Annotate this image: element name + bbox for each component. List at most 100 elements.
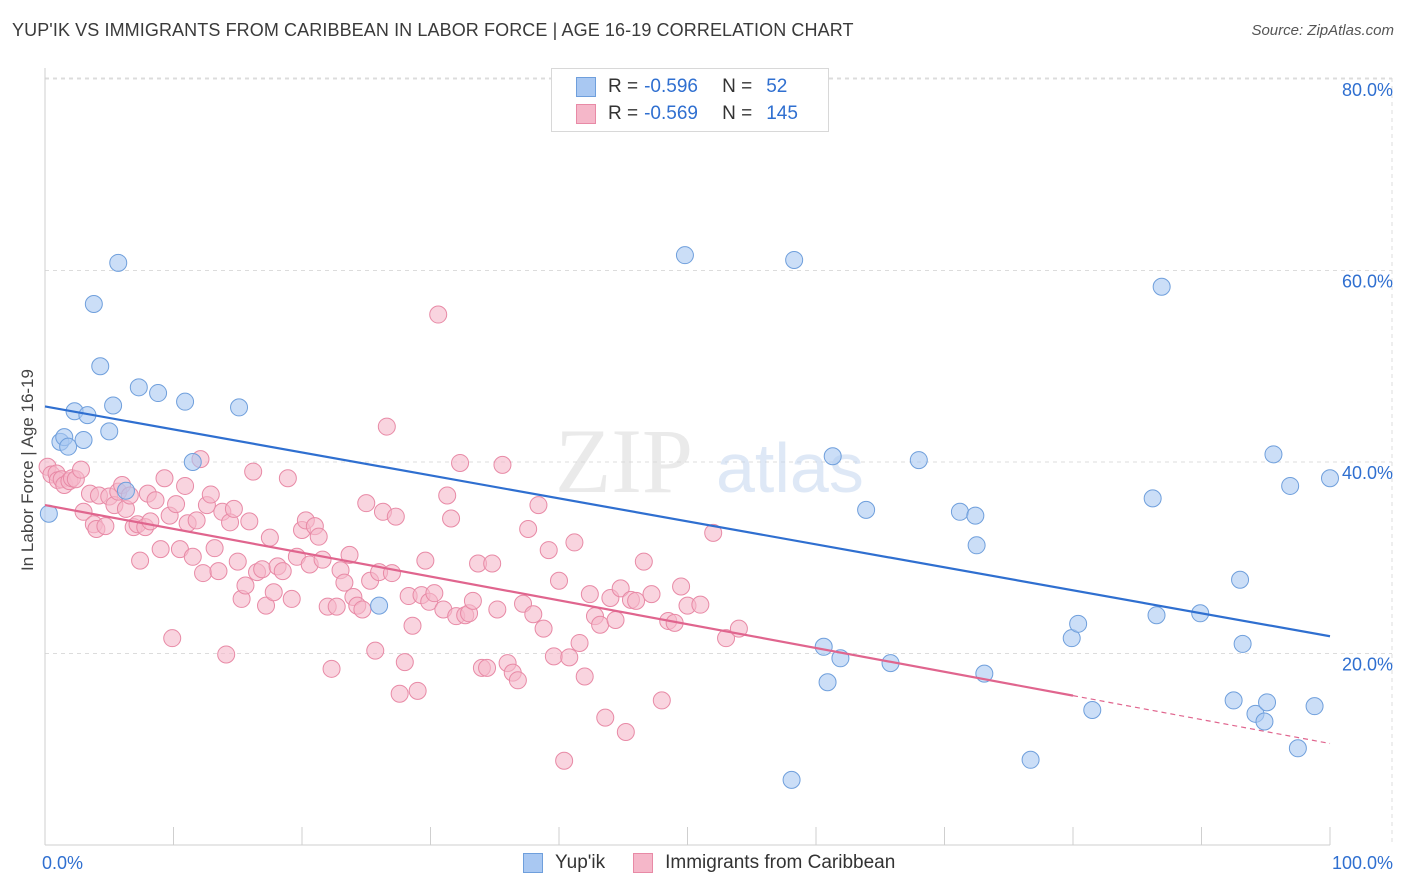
yupik-point: [91, 357, 110, 376]
caribbean-point: [260, 528, 279, 547]
yupik-point: [818, 673, 837, 692]
caribbean-point: [244, 462, 263, 481]
caribbean-point: [691, 595, 710, 614]
caribbean-point: [550, 571, 568, 590]
caribbean-point: [519, 520, 538, 539]
yupik-point: [230, 398, 249, 417]
caribbean-point: [451, 453, 470, 472]
legend-n-value: 145: [766, 103, 798, 124]
yupik-point: [1224, 691, 1243, 710]
caribbean-point: [488, 600, 507, 619]
yupik-point: [1143, 489, 1162, 508]
caribbean-point: [228, 552, 247, 571]
caribbean-point: [366, 641, 385, 660]
caribbean-point: [580, 585, 599, 604]
yupik-point: [74, 430, 93, 449]
caribbean-point: [273, 562, 292, 581]
caribbean-point: [327, 597, 346, 616]
yupik-point: [785, 250, 804, 269]
caribbean-point: [403, 616, 422, 635]
yupik-point: [967, 536, 986, 555]
caribbean-point: [611, 579, 630, 598]
caribbean-point: [141, 512, 160, 531]
caribbean-point: [205, 539, 224, 558]
caribbean-point: [575, 667, 594, 686]
caribbean-point: [390, 684, 409, 703]
yupik-point: [1258, 693, 1277, 712]
series-yupik-points: [39, 246, 1339, 789]
legend-label-yupik: Yup'ik: [555, 852, 606, 873]
caribbean-trend-line: [44, 504, 1074, 697]
caribbean-point: [194, 564, 213, 583]
yupik-point: [84, 295, 103, 314]
caribbean-point: [309, 527, 328, 546]
caribbean-point: [642, 585, 661, 604]
yupik-point: [1321, 469, 1339, 488]
caribbean-point: [717, 629, 736, 648]
caribbean-point: [438, 486, 457, 505]
yupik-point: [1255, 712, 1274, 731]
caribbean-point: [335, 573, 354, 592]
caribbean-point: [529, 496, 548, 515]
yupik-point: [782, 770, 801, 789]
series-legend: Yup'ik Immigrants from Caribbean: [523, 852, 923, 874]
caribbean-point: [429, 305, 448, 324]
caribbean-point: [278, 469, 297, 488]
caribbean-point: [377, 417, 396, 436]
yupik-point: [109, 253, 128, 272]
axes: [44, 68, 1331, 846]
yupik-point: [814, 637, 833, 656]
caribbean-point: [672, 577, 691, 596]
caribbean-point: [176, 476, 195, 495]
yupik-point: [1152, 277, 1171, 296]
caribbean-point: [146, 491, 165, 510]
caribbean-point: [478, 658, 497, 677]
yupik-point: [1281, 476, 1300, 495]
legend-row-yupik: R = -0.596 N = 52: [576, 74, 787, 100]
caribbean-point: [652, 691, 671, 710]
yupik-point: [1147, 606, 1166, 625]
yupik-point: [183, 453, 202, 471]
watermark-atlas: atlas: [716, 429, 864, 507]
legend-swatch-blue: [576, 77, 596, 97]
caribbean-point: [313, 550, 332, 569]
caribbean-point: [508, 671, 527, 690]
x-tick-label: 0.0%: [42, 853, 83, 873]
caribbean-point: [442, 509, 461, 528]
caribbean-point: [217, 645, 236, 664]
caribbean-point: [395, 653, 414, 672]
watermark-zip: ZIP: [555, 410, 693, 512]
yupik-trend-line: [44, 405, 1331, 638]
caribbean-point: [524, 605, 543, 624]
caribbean-point: [570, 633, 589, 652]
legend-n-label: N =: [722, 103, 753, 124]
legend-item-caribbean[interactable]: Immigrants from Caribbean: [633, 852, 895, 874]
caribbean-point: [155, 469, 174, 488]
yupik-point: [950, 502, 969, 521]
y-tick-label: 40.0%: [1342, 463, 1393, 483]
yupik-point: [1264, 445, 1283, 464]
yupik-point: [149, 384, 168, 403]
yupik-point: [675, 246, 694, 265]
caribbean-point: [357, 494, 376, 513]
y-tick-label: 80.0%: [1342, 80, 1393, 100]
caribbean-point: [209, 562, 228, 581]
caribbean-trend-extension: [1072, 695, 1331, 745]
caribbean-point: [704, 523, 723, 542]
caribbean-point: [565, 533, 584, 552]
legend-item-yupik[interactable]: Yup'ik: [523, 852, 605, 874]
caribbean-point: [201, 485, 220, 504]
caribbean-point: [353, 600, 372, 619]
caribbean-point: [340, 545, 359, 564]
caribbean-point: [483, 554, 502, 573]
caribbean-point: [544, 647, 563, 666]
caribbean-point: [382, 564, 401, 583]
legend-label-caribbean: Immigrants from Caribbean: [665, 852, 896, 873]
caribbean-point: [282, 589, 301, 608]
yupik-point: [966, 506, 985, 525]
chart-title: YUP'IK VS IMMIGRANTS FROM CARIBBEAN IN L…: [12, 20, 854, 40]
y-axis-label: In Labor Force | Age 16-19: [18, 369, 37, 571]
legend-r-value: -0.596: [644, 76, 698, 97]
yupik-point: [857, 500, 876, 519]
